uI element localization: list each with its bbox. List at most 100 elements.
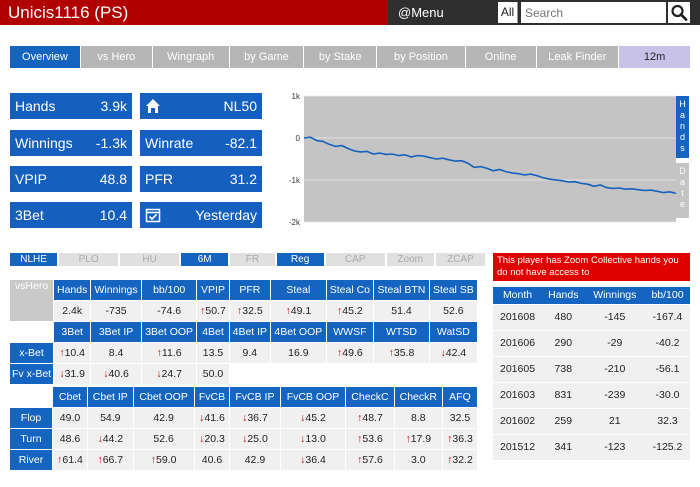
arrow-up-icon: ↑ [150, 454, 157, 466]
stat-winnings-value: -1.3k [95, 135, 127, 151]
stat-value: 44.2 [102, 433, 124, 445]
arrow-down-icon: ↓ [199, 433, 205, 445]
table-row[interactable]: 201605 738 -210 -56.1 [493, 356, 690, 383]
table-cell: -29 [584, 330, 646, 357]
filter-6m[interactable]: 6M [181, 253, 229, 266]
tab-bar: Overview vs Hero Wingraph by Game by Sta… [10, 46, 691, 68]
chart-axis-toggle-hands[interactable] [676, 96, 689, 158]
tab-vs-hero[interactable]: vs Hero [80, 46, 152, 68]
filter-nlhe[interactable]: NLHE [10, 253, 58, 266]
chart-axis-toggle-letter: d [680, 132, 685, 142]
table-cell: ↓13.0 [280, 429, 346, 449]
row-header: Fv x-Bet [10, 364, 54, 384]
stat-value: 24.7 [161, 368, 182, 380]
table-cell: 42.9 [133, 408, 194, 428]
tab-online[interactable]: Online [465, 46, 536, 68]
table-cell: 201602 [493, 408, 543, 435]
table-cell: 2.4k [54, 301, 91, 321]
row-header: Flop [10, 408, 52, 428]
table-row: x-Bet ↑10.4 8.4 ↑11.6 13.5 9.4 16.9 ↑49.6 ↑35.8 ↓… [10, 343, 477, 363]
table-cell: 32.3 [645, 408, 690, 435]
search-button[interactable] [668, 2, 690, 23]
stat-value: 13.0 [305, 433, 326, 445]
arrow-down-icon: ↓ [300, 454, 306, 466]
chart-axis-toggle-letter: n [680, 121, 685, 131]
stat-pfr-label: PFR [145, 171, 173, 187]
column-header: Winnings [584, 287, 646, 305]
table-cell: 54.9 [87, 408, 133, 428]
chart-y-tick: 0 [296, 134, 301, 143]
period-selector[interactable]: 12m [619, 46, 691, 68]
row-header: x-Bet [10, 343, 54, 363]
filter-hu[interactable]: HU [120, 253, 180, 266]
menu-button[interactable]: @Menu [398, 5, 444, 20]
stat-last-seen-value: Yesterday [195, 207, 257, 223]
chart-axis-toggle-letter: t [681, 188, 684, 198]
table-cell: ↑17.9 [394, 429, 442, 449]
table-cell: 16.9 [271, 343, 326, 363]
table-cell: ↑36.3 [442, 429, 477, 449]
table-cell: ↓44.2 [87, 429, 133, 449]
table-cell: -239 [584, 382, 646, 409]
arrow-up-icon: ↑ [357, 433, 363, 445]
table-row[interactable]: 201608 480 -145 -167.4 [493, 304, 690, 331]
table-row[interactable]: 201603 831 -239 -30.0 [493, 382, 690, 409]
search-input[interactable] [521, 2, 666, 23]
column-header: Cbet IP [87, 387, 133, 407]
arrow-up-icon: ↑ [57, 454, 63, 466]
filter-cap[interactable]: CAP [325, 253, 385, 266]
table-row[interactable]: 201602 259 21 32.3 [493, 408, 690, 435]
stat-value: 11.6 [161, 347, 182, 359]
search-icon [671, 4, 688, 21]
stat-vpip-value: 48.8 [99, 171, 127, 187]
stat-winrate-value: -82.1 [225, 135, 257, 151]
table-cell [271, 364, 326, 384]
tab-by-stake[interactable]: by Stake [304, 46, 377, 68]
filter-zcap[interactable]: ZCAP [435, 253, 485, 266]
stat-value: 2.4k [62, 305, 83, 317]
table-row: Flop 49.0 54.9 42.9 ↓41.6 ↓36.7 ↓45.2 ↑48.7 8.8 3… [10, 408, 477, 428]
filter-plo[interactable]: PLO [59, 253, 119, 266]
table-row[interactable]: 201512 341 -123 -125.2 [493, 434, 690, 461]
filter-reg[interactable]: Reg [276, 253, 324, 266]
stat-winnings-label: Winnings [15, 135, 73, 151]
arrow-up-icon: ↑ [237, 305, 243, 317]
stat-value: 52.6 [443, 305, 464, 317]
filter-fr[interactable]: FR [230, 253, 275, 266]
table-cell: 201603 [493, 382, 543, 409]
stat-value: 49.1 [290, 305, 312, 317]
tab-by-position[interactable]: by Position [377, 46, 465, 68]
stat-value: 53.6 [362, 433, 383, 445]
filter-zoom[interactable]: Zoom [386, 253, 434, 266]
table-cell: ↑49.6 [326, 343, 374, 363]
arrow-up-icon: ↑ [156, 347, 162, 359]
table-cell: 8.4 [91, 343, 141, 363]
chart-axis-toggle-date[interactable] [676, 163, 689, 218]
stat-value: 25.0 [247, 433, 268, 445]
stat-value: 32.5 [449, 412, 471, 424]
search-scope-select[interactable]: All [498, 2, 518, 23]
table-cell: 738 [542, 356, 585, 383]
table-row[interactable]: 201606 290 -29 -40.2 [493, 330, 690, 357]
tab-leak-finder[interactable]: Leak Finder [536, 46, 619, 68]
column-header: Steal BTN [374, 280, 429, 300]
column-header: WTSD [374, 322, 429, 342]
table-cell: 9.4 [229, 343, 271, 363]
table-cell: 13.5 [197, 343, 229, 363]
stat-value: -74.6 [157, 305, 182, 317]
table-cell: -74.6 [141, 301, 197, 321]
table-cell: 201605 [493, 356, 543, 383]
stat-value: 61.4 [62, 454, 83, 466]
tab-by-game[interactable]: by Game [229, 46, 304, 68]
table-cell: 48.6 [53, 429, 87, 449]
tab-overview[interactable]: Overview [10, 46, 80, 68]
stat-value: -735 [105, 305, 127, 317]
table-row: Fv x-Bet ↓31.9 ↓40.6 ↓24.7 50.0 [10, 364, 477, 384]
column-header: Steal [271, 280, 326, 300]
tab-wingraph[interactable]: Wingraph [152, 46, 229, 68]
stat-value: 49.0 [59, 412, 81, 424]
column-header: 4Bet OOP [271, 322, 326, 342]
column-header: Steal Co [326, 280, 374, 300]
arrow-up-icon: ↑ [447, 454, 453, 466]
